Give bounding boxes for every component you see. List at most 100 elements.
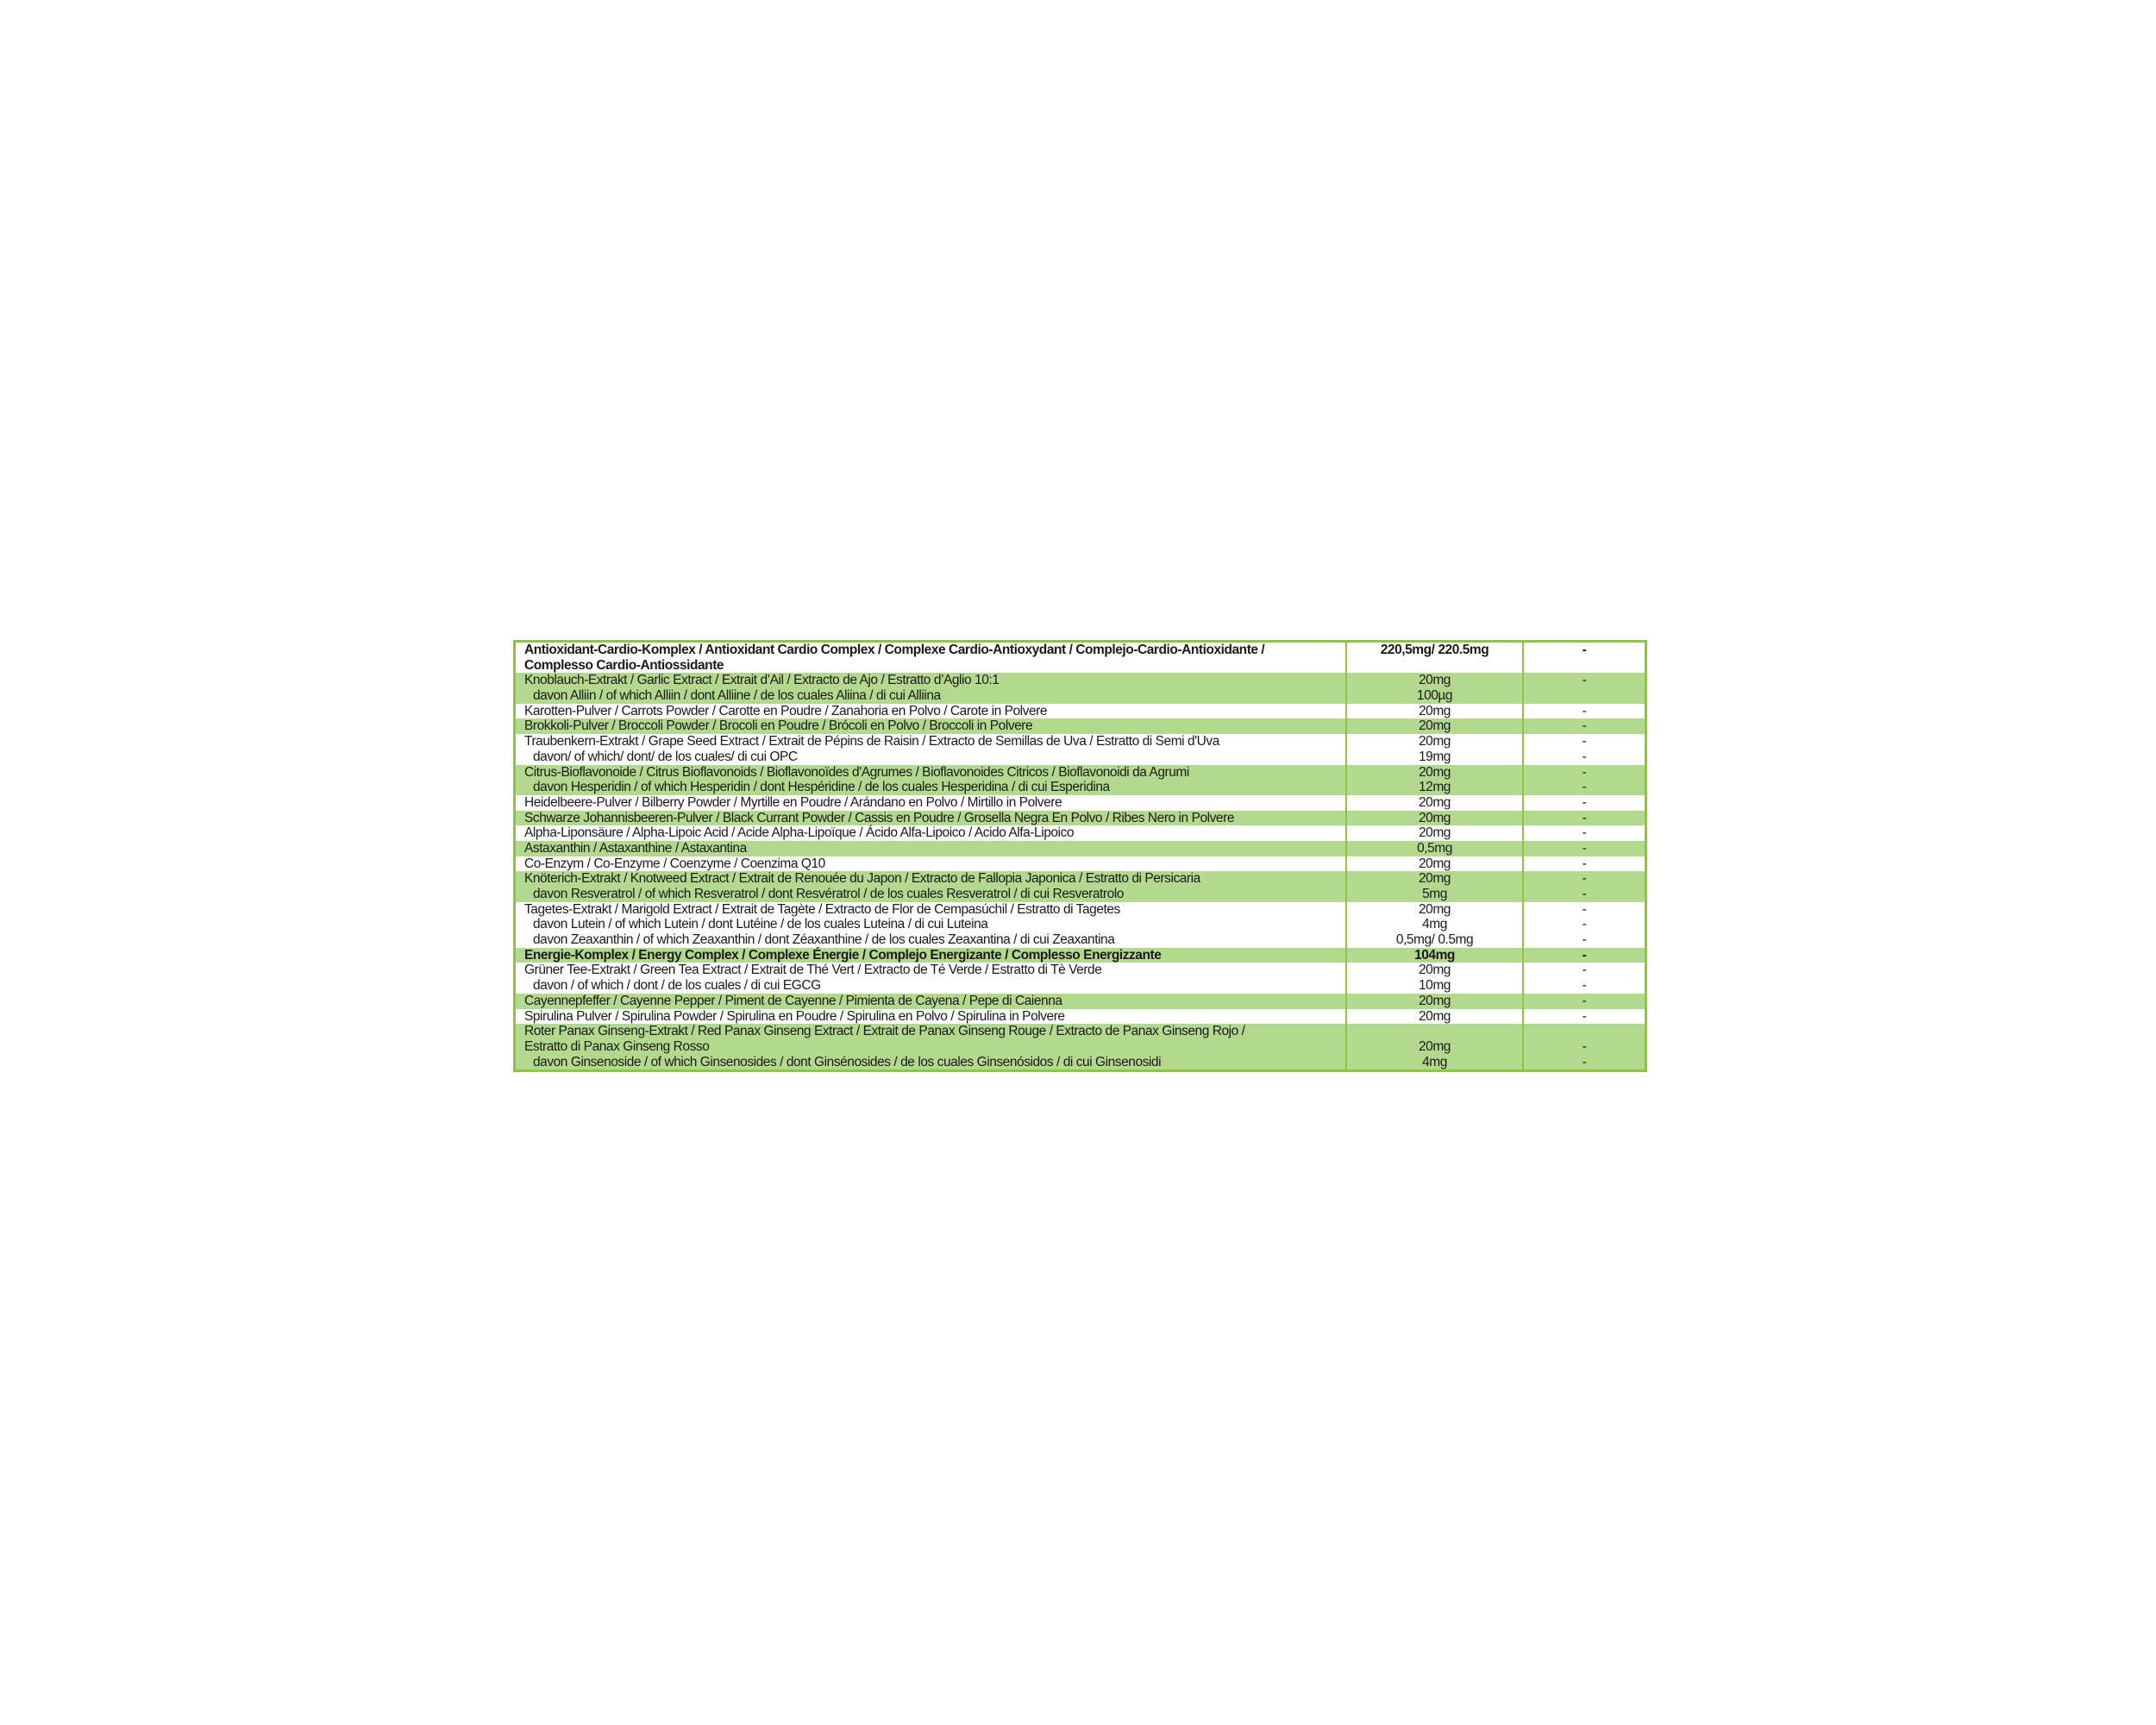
amount-value: 19mg (1419, 749, 1451, 764)
amount-value: 104mg (1414, 947, 1455, 963)
ingredient-cell: Brokkoli-Pulver / Broccoli Powder / Broc… (514, 718, 1347, 735)
ingredient-cell: Schwarze Johannisbeeren-Pulver / Black C… (514, 810, 1347, 826)
amount-value: 220,5mg/ 220.5mg (1380, 643, 1489, 657)
nrv-cell: - (1523, 993, 1646, 1009)
table-row: Grüner Tee-Extrakt / Green Tea Extract /… (514, 963, 1646, 994)
amount-value: 20mg (1419, 901, 1451, 917)
ingredient-cell: Traubenkern-Extrakt / Grape Seed Extract… (514, 734, 1347, 765)
amount-cell: 220,5mg/ 220.5mg (1346, 641, 1524, 674)
amount-cell: 20mg 10mg (1346, 963, 1524, 994)
nrv-value: - (1582, 718, 1587, 734)
nrv-cell: - (1523, 703, 1646, 719)
table-row: Heidelbeere-Pulver / Bilberry Powder / M… (514, 794, 1646, 811)
amount-value: 4mg (1422, 917, 1447, 932)
table-header-row: Antioxidant-Cardio-Komplex / Antioxidant… (514, 641, 1646, 674)
amount-value: 20mg (1419, 718, 1451, 734)
amount-value: 20mg (1419, 764, 1451, 780)
nrv-cell: - (1523, 840, 1646, 856)
ingredient-cell: Spirulina Pulver / Spirulina Powder / Sp… (514, 1008, 1347, 1025)
amount-value: 20mg (1419, 1038, 1451, 1054)
nrv-value: - (1582, 932, 1587, 948)
table-row: Tagetes-Extrakt / Marigold Extract / Ext… (514, 901, 1646, 948)
nutrition-table: Antioxidant-Cardio-Komplex / Antioxidant… (513, 640, 1647, 1073)
table-row: Schwarze Johannisbeeren-Pulver / Black C… (514, 810, 1646, 826)
ingredient-line: Schwarze Johannisbeeren-Pulver / Black C… (524, 810, 1234, 825)
amount-cell: 20mg (1346, 794, 1524, 811)
nrv-cell: - (1523, 810, 1646, 826)
nrv-value: - (1582, 901, 1587, 917)
table-row: Knöterich-Extrakt / Knotweed Extract / E… (514, 871, 1646, 902)
amount-value: 20mg (1419, 1008, 1451, 1024)
ingredient-cell: Alpha-Liponsäure / Alpha-Lipoic Acid / A… (514, 825, 1347, 841)
table-row: Spirulina Pulver / Spirulina Powder / Sp… (514, 1008, 1646, 1025)
ingredient-cell: Energie-Komplex / Energy Complex / Compl… (514, 947, 1347, 963)
amount-cell: 20mg 19mg (1346, 734, 1524, 765)
ingredient-line: Co-Enzym / Co-Enzyme / Coenzyme / Coenzi… (524, 856, 825, 871)
nrv-cell: -- (1523, 1024, 1646, 1071)
ingredient-line: Astaxanthin / Astaxanthine / Astaxantina (524, 840, 747, 856)
table-row: Energie-Komplex / Energy Complex / Compl… (514, 947, 1646, 963)
amount-cell: 20mg (1346, 810, 1524, 826)
ingredient-cell: Grüner Tee-Extrakt / Green Tea Extract /… (514, 963, 1347, 994)
ingredient-line: Traubenkern-Extrakt / Grape Seed Extract… (524, 734, 1219, 750)
table-row: Traubenkern-Extrakt / Grape Seed Extract… (514, 734, 1646, 765)
nrv-value: - (1582, 643, 1587, 657)
amount-value: 10mg (1419, 978, 1451, 994)
ingredient-cell: Knöterich-Extrakt / Knotweed Extract / E… (514, 871, 1347, 902)
ingredient-line: Spirulina Pulver / Spirulina Powder / Sp… (524, 1008, 1065, 1024)
nrv-value: - (1582, 840, 1587, 856)
amount-value: 20mg (1419, 734, 1451, 750)
table-row: Brokkoli-Pulver / Broccoli Powder / Broc… (514, 718, 1646, 735)
ingredient-line: Antioxidant-Cardio-Komplex / Antioxidant… (524, 643, 1265, 657)
amount-cell: 20mg 4mg (1346, 1024, 1524, 1071)
ingredient-line: davon Zeaxanthin / of which Zeaxanthin /… (533, 932, 1115, 948)
amount-value: 20mg (1419, 810, 1451, 825)
amount-cell: 20mg (1346, 1008, 1524, 1025)
nrv-value: - (1582, 917, 1587, 932)
table-row: Karotten-Pulver / Carrots Powder / Carot… (514, 703, 1646, 719)
nrv-cell: - (1523, 1008, 1646, 1025)
ingredient-line: davon Ginsenoside / of which Ginsenoside… (533, 1054, 1162, 1070)
nrv-value: - (1582, 887, 1587, 901)
ingredient-line: davon Resveratrol / of which Resveratrol… (533, 887, 1124, 901)
ingredient-cell: Knoblauch-Extrakt / Garlic Extract / Ext… (514, 673, 1347, 704)
nrv-value: - (1582, 673, 1587, 688)
ingredient-line: Knöterich-Extrakt / Knotweed Extract / E… (524, 871, 1200, 887)
nrv-value: - (1582, 810, 1587, 825)
nrv-value: - (1582, 825, 1587, 841)
amount-cell: 104mg (1346, 947, 1524, 963)
nrv-cell: - (1523, 642, 1646, 674)
ingredient-line: Roter Panax Ginseng-Extrakt / Red Panax … (524, 1024, 1245, 1039)
nrv-value: - (1582, 871, 1587, 887)
table-row: Citrus-Bioflavonoide / Citrus Bioflavono… (514, 764, 1646, 795)
nrv-value: - (1582, 764, 1587, 780)
ingredient-cell: Antioxidant-Cardio-Komplex / Antioxidant… (514, 641, 1347, 674)
nrv-cell: - (1523, 856, 1646, 872)
ingredient-line: davon/ of which/ dont/ de los cuales/ di… (533, 749, 798, 764)
nrv-cell: - (1523, 673, 1646, 704)
amount-value: 100µg (1416, 688, 1453, 704)
nrv-value: - (1582, 856, 1587, 871)
amount-value (1347, 1024, 1522, 1039)
nrv-value: - (1582, 734, 1587, 750)
nrv-value: - (1582, 780, 1587, 795)
amount-cell: 20mg (1346, 703, 1524, 719)
amount-value: 20mg (1419, 703, 1451, 718)
ingredient-line: Heidelbeere-Pulver / Bilberry Powder / M… (524, 794, 1062, 810)
ingredient-line: Grüner Tee-Extrakt / Green Tea Extract /… (524, 963, 1102, 978)
nrv-value: - (1582, 1008, 1587, 1024)
amount-cell: 20mg (1346, 825, 1524, 841)
nrv-value: - (1582, 963, 1587, 978)
ingredient-line: davon Alliin / of which Alliin / dont Al… (533, 688, 941, 704)
ingredient-line: Estratto di Panax Ginseng Rosso (524, 1038, 710, 1054)
table-row: Alpha-Liponsäure / Alpha-Lipoic Acid / A… (514, 825, 1646, 841)
ingredient-cell: Co-Enzym / Co-Enzyme / Coenzyme / Coenzi… (514, 856, 1347, 872)
amount-value: 12mg (1419, 780, 1451, 795)
table-row: Knoblauch-Extrakt / Garlic Extract / Ext… (514, 673, 1646, 704)
nrv-value: - (1582, 947, 1587, 963)
ingredient-line: Citrus-Bioflavonoide / Citrus Bioflavono… (524, 764, 1189, 780)
amount-cell: 0,5mg (1346, 840, 1524, 856)
nrv-cell: -- (1523, 871, 1646, 902)
nrv-value: - (1582, 1054, 1587, 1070)
ingredient-line: davon Hesperidin / of which Hesperidin /… (533, 780, 1110, 795)
